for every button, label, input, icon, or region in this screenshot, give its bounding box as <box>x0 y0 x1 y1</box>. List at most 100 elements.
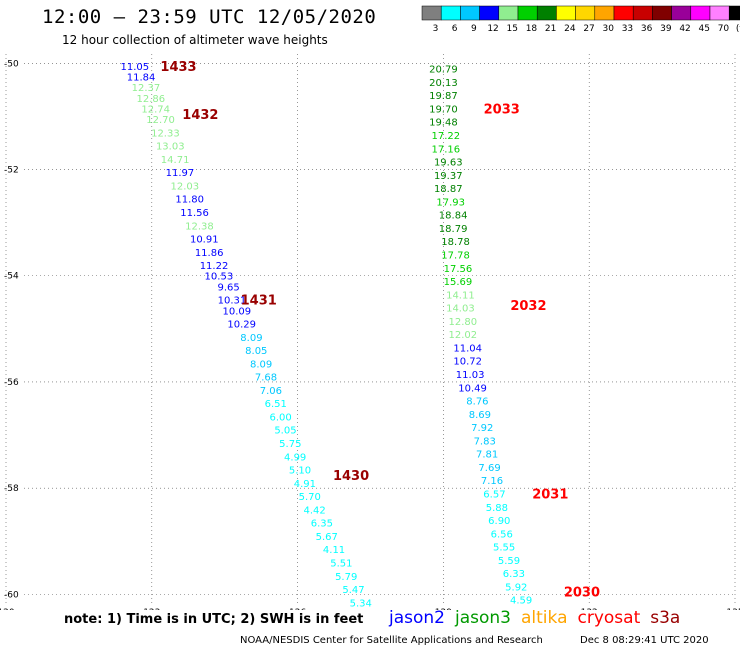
wave-height-value: 5.75 <box>279 439 301 450</box>
color-scale-tick-label: 6 <box>452 24 458 34</box>
wave-height-value: 4.59 <box>510 596 532 607</box>
wave-height-value: 8.05 <box>245 346 267 357</box>
wave-height-value: 11.04 <box>453 343 482 354</box>
wave-height-value: 17.56 <box>444 264 473 275</box>
wave-height-value: 5.47 <box>342 585 364 596</box>
wave-height-value: 11.05 <box>120 62 149 73</box>
wave-height-value: 10.29 <box>227 320 256 331</box>
wave-height-value: 6.21 <box>515 609 537 610</box>
wave-height-value: 8.09 <box>250 359 272 370</box>
wave-height-value: 5.70 <box>299 492 321 503</box>
wave-height-value: 11.56 <box>180 208 209 219</box>
wave-height-value: 5.92 <box>505 582 527 593</box>
legend-entry-cryosat: cryosat <box>577 608 641 628</box>
wave-height-value: 17.78 <box>441 250 470 261</box>
color-scale-tick-label: 3 <box>433 24 439 34</box>
color-swatch <box>728 5 740 21</box>
pass-number-label: 2033 <box>484 102 520 117</box>
wave-height-value: 10.31 <box>218 296 247 307</box>
wave-height-value: 6.56 <box>491 529 513 540</box>
wave-height-value: 7.92 <box>471 423 493 434</box>
wave-height-value: 8.69 <box>469 410 491 421</box>
wave-height-value: 5.88 <box>486 503 508 514</box>
wave-height-value: 12.37 <box>132 83 161 94</box>
y-tick-label: -58 <box>4 484 19 494</box>
wave-height-value: 11.03 <box>456 370 485 381</box>
wave-height-value: 4.11 <box>323 545 345 556</box>
wave-height-value: 12.70 <box>146 115 175 126</box>
wave-height-value: 7.69 <box>478 463 500 474</box>
x-tick-label: 123 <box>143 608 160 610</box>
wave-height-value: 4.99 <box>284 452 306 463</box>
color-scale-tick-label: 27 <box>583 24 594 34</box>
color-scale-tick-label: 42 <box>679 24 690 34</box>
wave-height-value: 14.11 <box>446 290 475 301</box>
color-scale-tick-label: 39 <box>660 24 672 34</box>
wave-height-value: 8.09 <box>240 333 262 344</box>
legend-entry-s3a: s3a <box>650 608 681 628</box>
wave-height-value: 11.84 <box>127 73 156 84</box>
wave-height-value: 12.03 <box>171 181 200 192</box>
wave-height-value: 4.91 <box>294 479 316 490</box>
legend-entry-altika: altika <box>521 608 568 628</box>
wave-height-value: 5.59 <box>498 556 520 567</box>
wave-height-value: 11.86 <box>195 248 224 259</box>
wave-height-value: 12.38 <box>185 221 214 232</box>
y-tick-label: -50 <box>4 59 19 69</box>
color-scale-tick-label: 45 <box>699 24 710 34</box>
legend-entry-jason3: jason3 <box>455 608 511 628</box>
wave-height-value: 20.13 <box>429 78 458 89</box>
pass-number-label: 1432 <box>182 108 218 123</box>
wave-height-value: 13.03 <box>156 142 185 153</box>
wave-height-value: 5.34 <box>350 598 372 609</box>
wave-height-value: 19.63 <box>434 158 463 169</box>
pass-number-label: 2032 <box>510 299 546 314</box>
wave-height-value: 14.71 <box>161 155 190 166</box>
satellite-legend: jason2 jason3 altika cryosat s3a <box>389 608 690 628</box>
wave-height-value: 12.74 <box>141 104 170 115</box>
wave-height-value: 6.35 <box>311 519 333 530</box>
pass-number-label: 1431 <box>241 294 277 309</box>
x-tick-label: 135 <box>726 608 740 610</box>
wave-height-value: 18.87 <box>434 184 463 195</box>
wave-height-value: 5.10 <box>289 466 311 477</box>
wave-height-value: 11.22 <box>200 261 229 272</box>
color-scale-tick-label: (ft) <box>736 24 740 34</box>
page-subtitle: 12 hour collection of altimeter wave hei… <box>62 33 328 47</box>
wave-height-value: 12.02 <box>449 330 478 341</box>
color-scale-tick-label: 24 <box>564 24 576 34</box>
x-tick-label: 132 <box>581 608 598 610</box>
pass-number-label: 2031 <box>532 487 568 502</box>
pass-number-label: 2030 <box>564 586 600 601</box>
wave-height-value: 4.42 <box>303 505 325 516</box>
color-scale-tick-label: 21 <box>545 24 556 34</box>
wave-height-value: 20.79 <box>429 65 458 76</box>
wave-height-value: 5.55 <box>493 543 515 554</box>
x-tick-label: 129 <box>435 608 452 610</box>
wave-height-value: 6.90 <box>488 516 510 527</box>
wave-height-value: 17.93 <box>436 197 465 208</box>
wave-height-value: 18.84 <box>439 211 468 222</box>
wave-height-value: 12.33 <box>151 128 180 139</box>
wave-height-value: 7.83 <box>474 436 496 447</box>
color-scale-tick-label: 12 <box>487 24 498 34</box>
wave-height-value: 10.53 <box>205 272 234 283</box>
x-tick-label: 126 <box>289 608 306 610</box>
wave-height-value: 17.16 <box>432 144 461 155</box>
y-tick-label: -60 <box>4 590 19 600</box>
wave-height-value: 11.97 <box>166 168 195 179</box>
color-scale-tick-label: 18 <box>526 24 538 34</box>
wave-height-value: 19.70 <box>429 104 458 115</box>
wave-height-value: 6.57 <box>483 489 505 500</box>
pass-number-label: 1430 <box>333 469 369 484</box>
generated-timestamp: Dec 8 08:29:41 UTC 2020 <box>580 635 709 646</box>
wave-height-value: 18.78 <box>441 237 470 248</box>
wave-height-value: 5.67 <box>316 532 338 543</box>
wave-height-value: 6.00 <box>269 412 291 423</box>
wave-height-value: 10.49 <box>458 383 487 394</box>
color-scale-tick-label: 70 <box>718 24 730 34</box>
wave-height-value: 12.80 <box>449 317 478 328</box>
y-tick-label: -56 <box>4 378 19 388</box>
wave-height-value: 10.72 <box>453 357 482 368</box>
